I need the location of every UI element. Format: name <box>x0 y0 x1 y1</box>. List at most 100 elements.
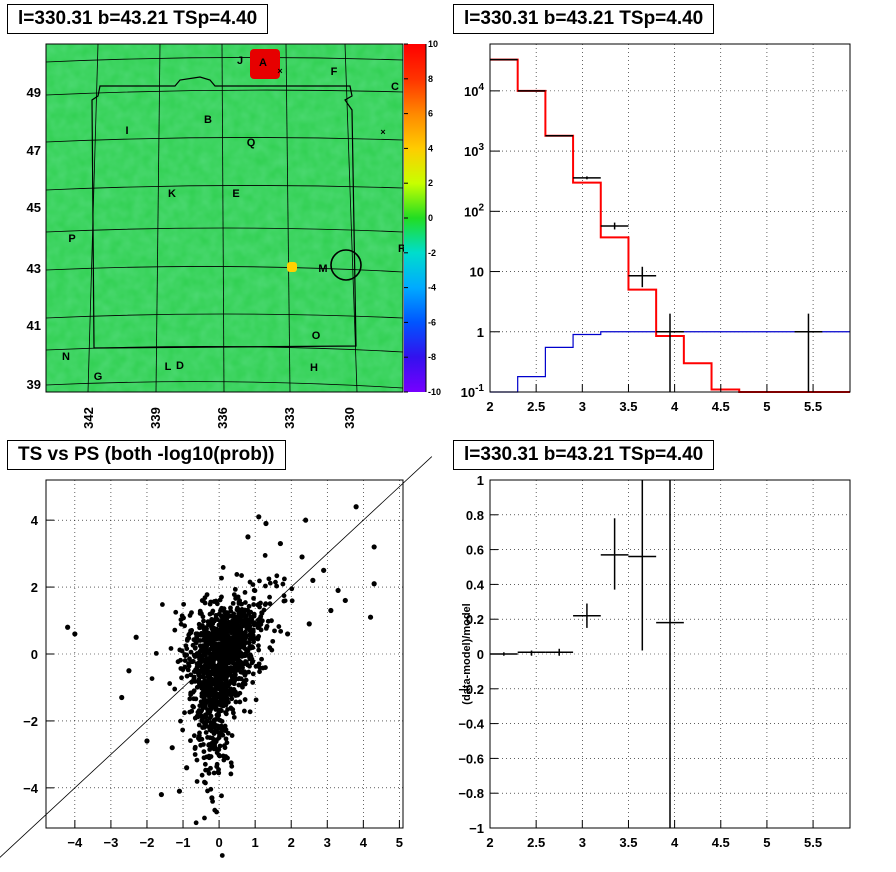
scatter-point <box>234 661 240 667</box>
scatter-point <box>202 595 208 601</box>
map-y-tick-label: 39 <box>27 377 41 392</box>
scatter-y-tick-label: −4 <box>23 781 39 796</box>
residual-y-tick-label: −0.4 <box>458 717 484 732</box>
map-parallel <box>45 137 404 143</box>
scatter-point <box>208 713 214 719</box>
scatter-point <box>299 554 305 560</box>
scatter-point <box>201 618 206 624</box>
scatter-point <box>267 601 273 607</box>
scatter-point <box>169 745 175 751</box>
scatter-point <box>201 646 207 652</box>
scatter-point <box>234 667 240 673</box>
scatter-point <box>228 705 234 711</box>
map-source-label: N <box>62 351 70 363</box>
map-source-label: F <box>331 66 338 78</box>
scatter-point <box>212 629 218 635</box>
scatter-point <box>199 632 204 638</box>
colorbar-tick-label: -8 <box>428 352 436 362</box>
scatter-point <box>303 517 309 523</box>
scatter-point <box>270 638 276 644</box>
spectrum-x-tick-label: 5.5 <box>804 399 822 414</box>
scatter-point <box>200 614 206 620</box>
scatter-point <box>256 661 262 667</box>
scatter-point <box>206 755 212 761</box>
spectrum-x-tick-label: 3 <box>579 399 586 414</box>
scatter-point <box>192 678 198 684</box>
residual-axis-ticks: 2 2.5 3 3.5 4 4.5 5 5.5 1 0.8 0.6 0.4 0.2 0 −0.2 −0.4 −0… <box>458 473 822 850</box>
scatter-point <box>182 658 188 663</box>
scatter-point <box>247 579 253 585</box>
scatter-point <box>242 608 248 614</box>
scatter-point <box>228 760 234 766</box>
scatter-point <box>202 761 208 767</box>
scatter-point <box>199 772 205 778</box>
scatter-point <box>253 697 259 703</box>
scatter-point <box>216 725 221 731</box>
scatter-point <box>227 669 233 674</box>
scatter-point <box>214 746 220 752</box>
scatter-point <box>181 601 187 607</box>
scatter-point <box>232 649 238 655</box>
scatter-point <box>209 617 215 622</box>
scatter-point <box>191 669 197 674</box>
scatter-point <box>243 620 249 626</box>
scatter-point <box>205 735 210 740</box>
scatter-point <box>200 637 206 643</box>
scatter-point <box>153 650 159 656</box>
scatter-x-tick-label: 1 <box>252 835 259 850</box>
scatter-point <box>218 730 224 736</box>
spectrum-y-tick-label: 104 <box>464 82 484 99</box>
scatter-point <box>217 676 223 682</box>
scatter-point <box>235 640 240 646</box>
scatter-point <box>241 643 247 649</box>
scatter-point <box>266 576 272 582</box>
scatter-point <box>228 639 234 644</box>
spectrum-x-tick-label: 2.5 <box>527 399 545 414</box>
scatter-diagonal-line <box>0 456 433 858</box>
scatter-point <box>188 738 193 744</box>
scatter-point <box>210 636 215 642</box>
scatter-point <box>230 710 236 716</box>
scatter-point <box>246 610 252 616</box>
map-hotspot <box>250 49 280 79</box>
scatter-point <box>179 675 184 681</box>
scatter-point <box>209 724 214 730</box>
scatter-point <box>219 594 224 600</box>
scatter-point <box>289 598 295 604</box>
scatter-point <box>234 656 240 662</box>
residual-y-tick-label: 1 <box>477 473 484 488</box>
map-cross-marker: × <box>277 66 282 76</box>
scatter-point <box>267 594 272 600</box>
scatter-point <box>213 615 219 621</box>
scatter-point <box>249 656 255 662</box>
spectrum-x-tick-label: 4.5 <box>712 399 730 414</box>
scatter-point <box>259 656 264 662</box>
map-y-tick-label: 47 <box>27 143 41 158</box>
scatter-point <box>215 694 221 700</box>
scatter-point <box>263 601 269 607</box>
scatter-point <box>133 634 139 640</box>
scatter-point <box>209 728 215 734</box>
scatter-point <box>198 699 204 705</box>
colorbar-tick-label: 4 <box>428 143 433 153</box>
scatter-point <box>205 788 210 794</box>
map-source-label: I <box>125 125 128 137</box>
scatter-point <box>234 572 240 577</box>
scatter-point <box>196 677 202 682</box>
scatter-point <box>207 703 213 709</box>
scatter-point <box>367 614 374 620</box>
scatter-point <box>223 644 229 650</box>
scatter-point <box>209 610 215 616</box>
scatter-point <box>306 621 312 627</box>
map-parallel <box>45 381 404 389</box>
scatter-point <box>265 618 271 624</box>
scatter-point <box>201 749 207 754</box>
scatter-point <box>184 673 190 679</box>
scatter-point <box>194 757 200 763</box>
scatter-point <box>160 602 165 607</box>
colorbar <box>404 44 426 392</box>
scatter-point <box>274 573 280 579</box>
map-meridian <box>155 43 161 393</box>
scatter-point <box>200 658 206 664</box>
scatter-point <box>184 765 190 771</box>
